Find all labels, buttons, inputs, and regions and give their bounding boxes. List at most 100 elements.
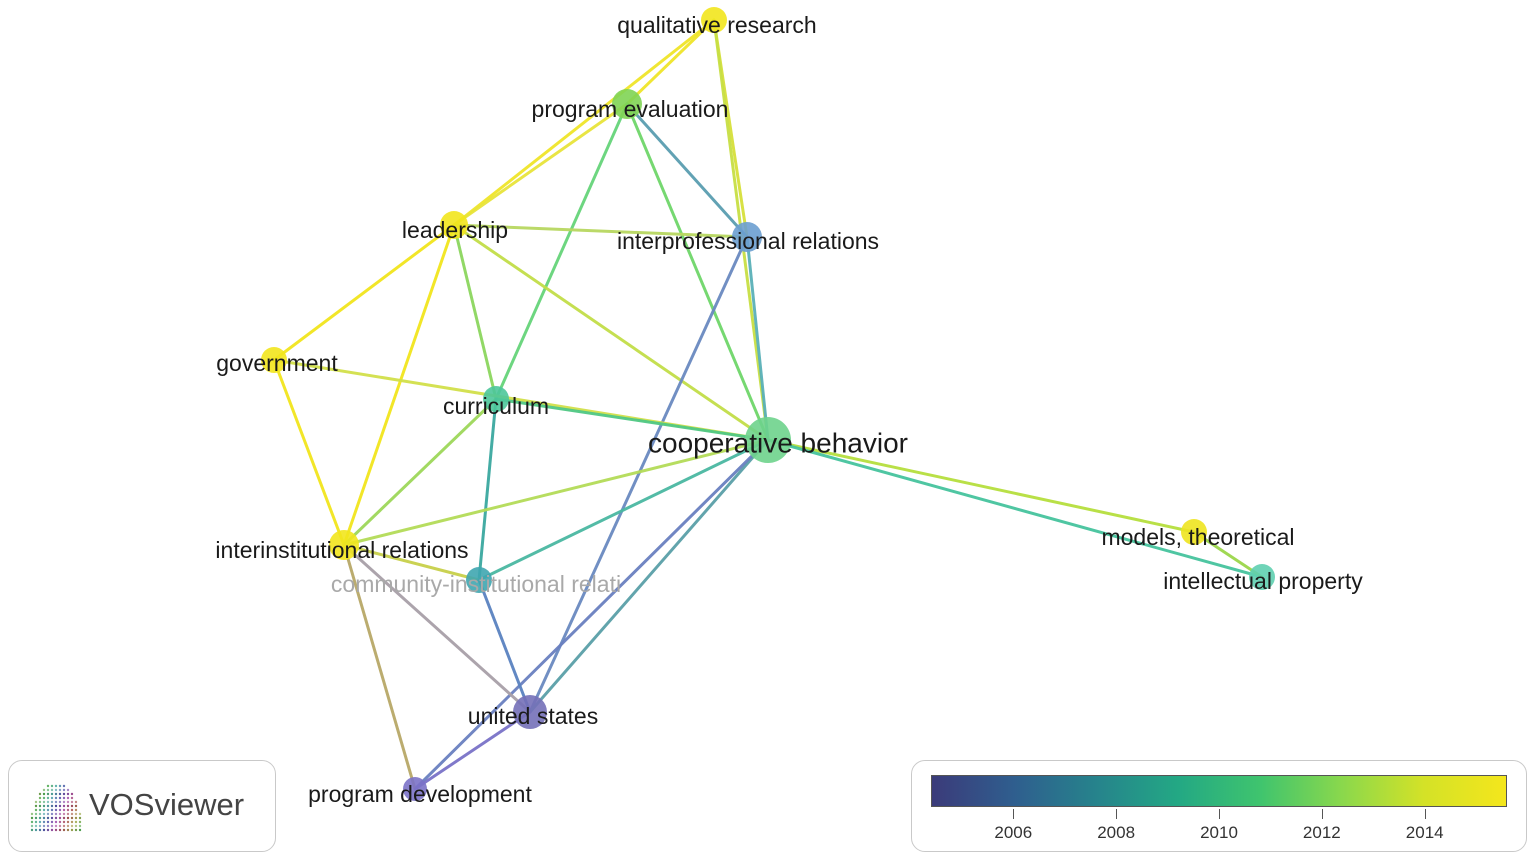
node-label-program-development[interactable]: program development <box>308 781 532 807</box>
logo-dot <box>70 816 74 820</box>
node-label-intellectual-property[interactable]: intellectual property <box>1163 568 1363 594</box>
edge-qualitative_research-leadership[interactable] <box>452 18 716 227</box>
node-united-states[interactable] <box>513 695 547 729</box>
logo-dot <box>74 808 78 812</box>
node-program-development[interactable] <box>403 777 427 801</box>
edge-curriculum-interinstitutional_relations[interactable] <box>342 397 498 547</box>
edge-interprofessional_relations-cooperative_behavior[interactable] <box>745 235 770 442</box>
node-label-cooperative-behavior[interactable]: cooperative behavior <box>648 428 908 459</box>
logo-dot <box>62 792 66 796</box>
node-label-community-institutional-relations[interactable]: community-institutional relati <box>331 571 621 597</box>
logo-dot <box>30 820 34 824</box>
edge-program_evaluation-interprofessional_relations[interactable] <box>625 102 749 239</box>
logo-dot <box>58 804 62 808</box>
node-qualitative-research[interactable] <box>701 7 727 33</box>
logo-dot <box>66 824 70 828</box>
logo-dot <box>54 824 58 828</box>
legend-tick-mark <box>1013 809 1015 819</box>
edge-leadership-interprofessional_relations[interactable] <box>452 223 749 239</box>
node-label-united-states[interactable]: united states <box>468 703 598 729</box>
logo-dot <box>66 804 70 808</box>
edge-cooperative_behavior-community_institutional_relations[interactable] <box>477 438 770 582</box>
node-intellectual-property[interactable] <box>1249 564 1275 590</box>
logo-dot <box>38 792 42 796</box>
edge-interinstitutional_relations-united_states[interactable] <box>342 543 532 714</box>
edge-interinstitutional_relations-program_development[interactable] <box>342 543 417 791</box>
logo-dot <box>66 820 70 824</box>
logo-dot <box>30 812 34 816</box>
edge-interprofessional_relations-united_states[interactable] <box>528 235 749 714</box>
edge-program_evaluation-cooperative_behavior[interactable] <box>625 102 770 442</box>
logo-dot <box>54 792 58 796</box>
edge-interinstitutional_relations-community_institutional_relations[interactable] <box>342 543 481 582</box>
edge-cooperative_behavior-interinstitutional_relations[interactable] <box>342 438 770 547</box>
logo-dot <box>54 800 58 804</box>
logo-dot <box>30 824 34 828</box>
logo-dot <box>54 796 58 800</box>
node-label-government[interactable]: government <box>216 350 338 376</box>
logo-dot <box>46 824 50 828</box>
node-models-theoretical[interactable] <box>1181 519 1207 545</box>
logo-dot <box>58 820 62 824</box>
node-community-institutional-relations[interactable] <box>466 567 492 593</box>
edge-cooperative_behavior-intellectual_property[interactable] <box>766 438 1264 579</box>
node-leadership[interactable] <box>440 211 468 239</box>
edge-leadership-government[interactable] <box>272 223 456 362</box>
edge-community_institutional_relations-united_states[interactable] <box>477 578 532 714</box>
logo-dot <box>66 796 70 800</box>
legend-tick-label: 2008 <box>1097 823 1136 842</box>
logo-dot <box>42 828 46 832</box>
edge-qualitative_research-program_evaluation[interactable] <box>625 18 716 106</box>
legend-tick-mark <box>1424 809 1426 819</box>
node-label-program-evaluation[interactable]: program evaluation <box>532 96 729 122</box>
node-label-interprofessional-relations[interactable]: interprofessional relations <box>617 228 879 254</box>
edge-united_states-program_development[interactable] <box>413 710 532 791</box>
logo-dot <box>42 792 46 796</box>
logo-dot <box>50 816 54 820</box>
logo-dot <box>46 796 50 800</box>
node-label-interinstitutional-relations[interactable]: interinstitutional relations <box>215 537 468 563</box>
edge-leadership-interinstitutional_relations[interactable] <box>342 223 456 547</box>
logo-dot <box>46 808 50 812</box>
logo-dot <box>78 816 82 820</box>
node-label-qualitative-research[interactable]: qualitative research <box>617 12 816 38</box>
edge-cooperative_behavior-united_states[interactable] <box>528 438 770 714</box>
edge-cooperative_behavior-program_development[interactable] <box>413 438 770 791</box>
logo-dot <box>58 796 62 800</box>
logo-dot <box>66 792 70 796</box>
node-government[interactable] <box>261 347 287 373</box>
logo-dot <box>58 812 62 816</box>
node-interprofessional-relations[interactable] <box>732 222 762 252</box>
node-cooperative-behavior[interactable] <box>745 417 791 463</box>
edge-curriculum-community_institutional_relations[interactable] <box>477 397 498 582</box>
node-label-leadership[interactable]: leadership <box>402 217 508 243</box>
edge-leadership-curriculum[interactable] <box>452 223 498 401</box>
node-label-models-theoretical[interactable]: models, theoretical <box>1101 524 1294 550</box>
logo-dot <box>34 800 38 804</box>
logo-dot <box>38 808 42 812</box>
node-program-evaluation[interactable] <box>612 89 642 119</box>
legend-tick-mark <box>1116 809 1118 819</box>
logo-dot <box>42 804 46 808</box>
logo-dot <box>42 788 46 792</box>
logo-dot <box>70 800 74 804</box>
edge-leadership-cooperative_behavior[interactable] <box>452 223 770 442</box>
vosviewer-logo-icon <box>30 784 82 832</box>
logo-dot <box>42 816 46 820</box>
edge-program_evaluation-curriculum[interactable] <box>494 102 629 401</box>
edge-cooperative_behavior-models_theoretical[interactable] <box>766 438 1196 534</box>
edge-program_evaluation-leadership[interactable] <box>452 102 629 227</box>
logo-dot <box>58 784 62 788</box>
node-label-curriculum[interactable]: curriculum <box>443 393 549 419</box>
edge-government-interinstitutional_relations[interactable] <box>272 358 346 547</box>
logo-dot <box>78 828 82 832</box>
logo-dot <box>74 828 78 832</box>
edge-models_theoretical-intellectual_property[interactable] <box>1192 530 1264 579</box>
node-curriculum[interactable] <box>483 386 509 412</box>
logo-dot <box>42 796 46 800</box>
logo-dot <box>50 812 54 816</box>
node-interinstitutional-relations[interactable] <box>329 530 359 560</box>
logo-dot <box>54 820 58 824</box>
edge-curriculum-cooperative_behavior[interactable] <box>494 397 770 442</box>
